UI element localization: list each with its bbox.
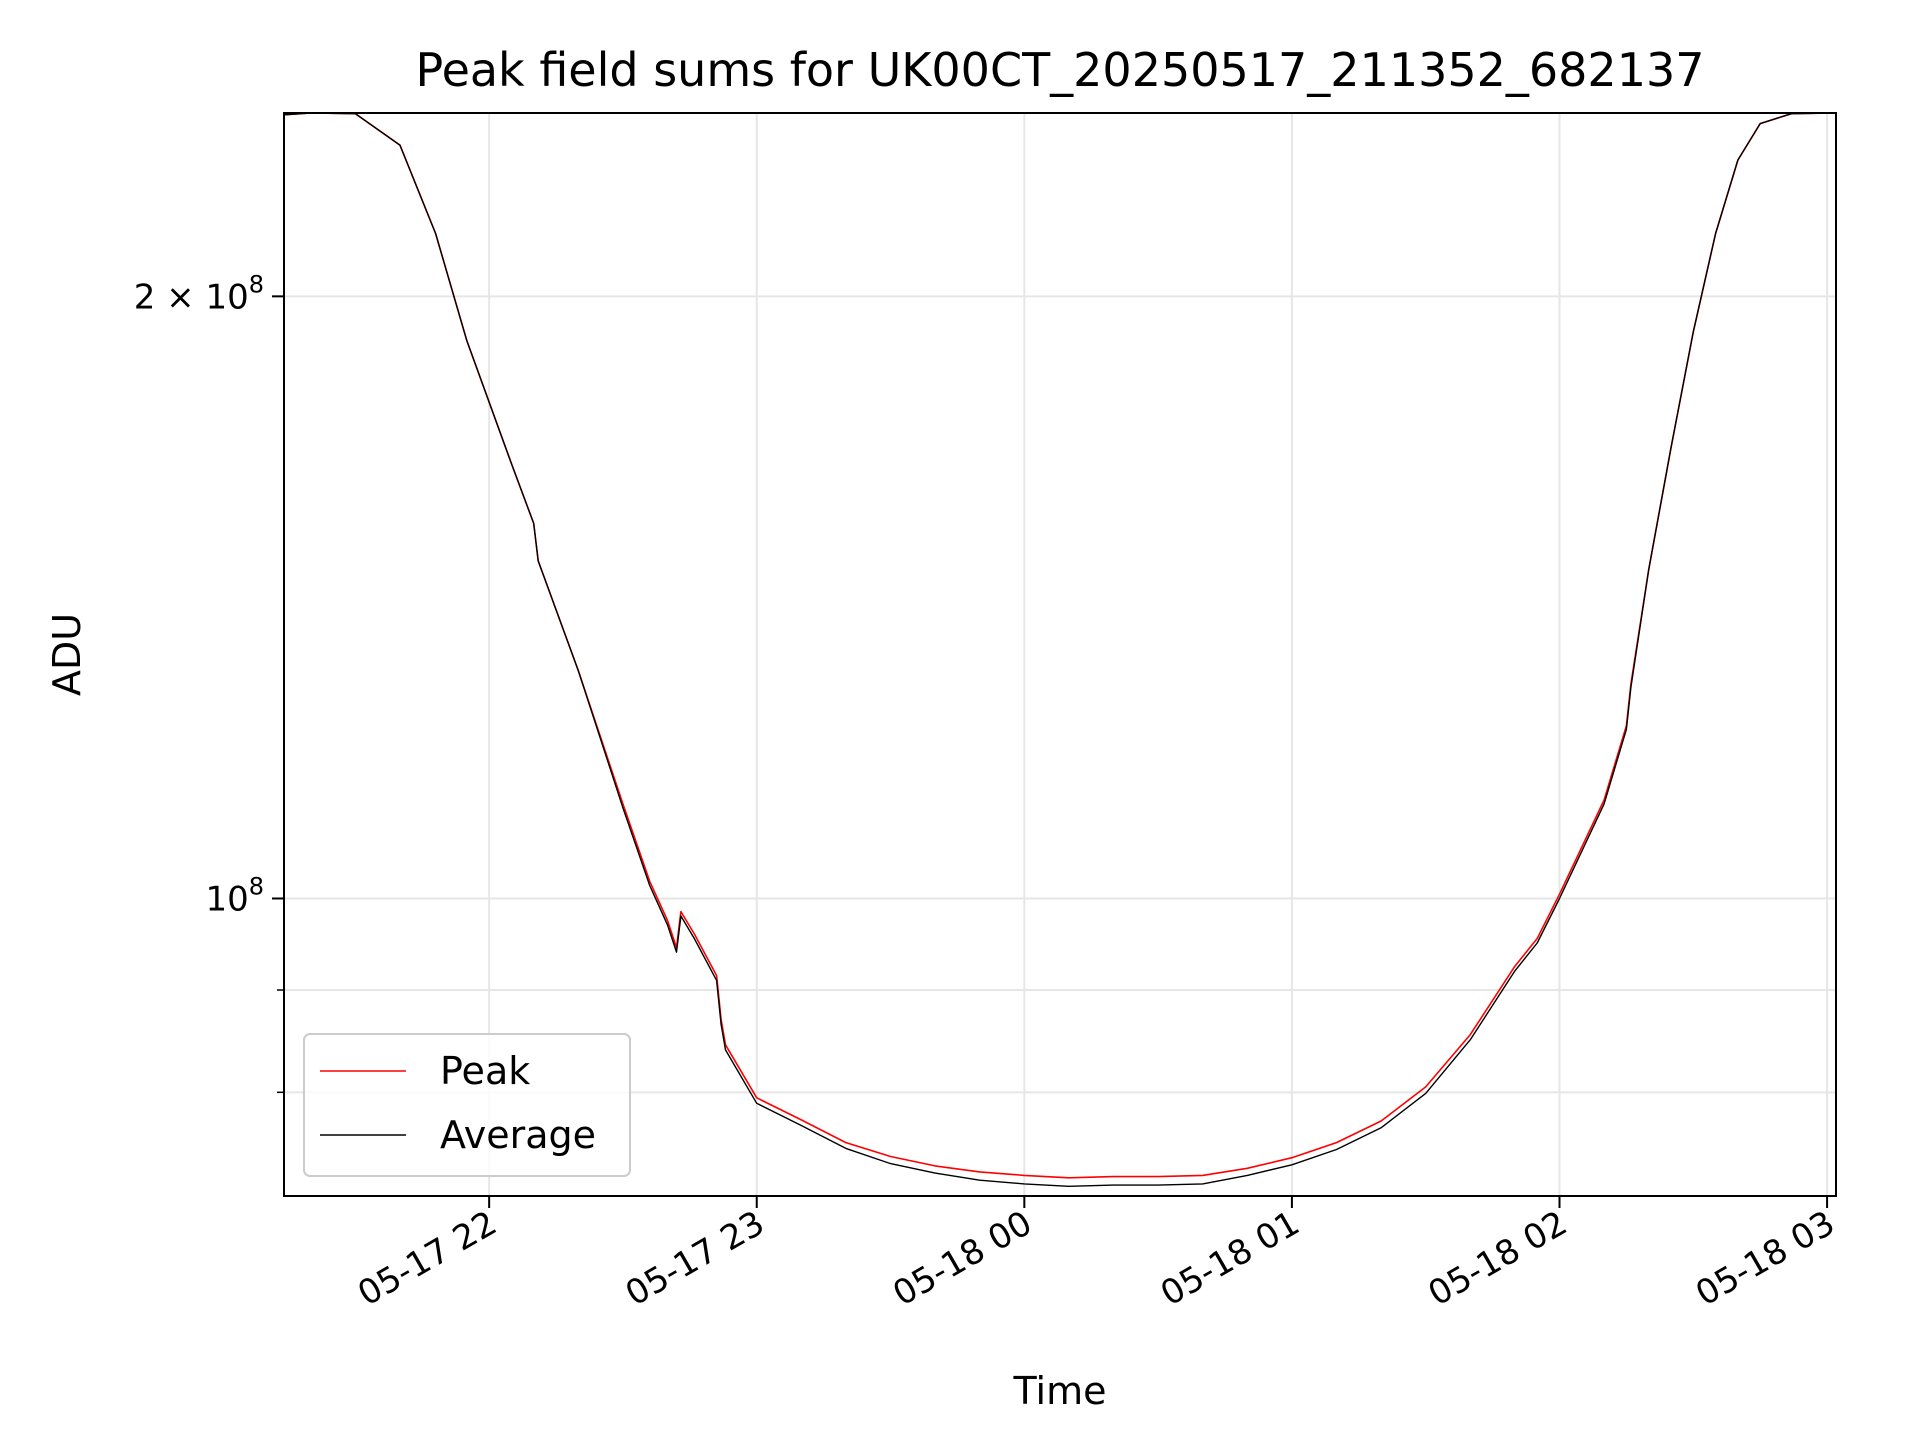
legend-box bbox=[303, 1033, 631, 1177]
y-tick-coefficient: 2 × bbox=[134, 277, 206, 317]
x-axis-label: Time bbox=[1013, 1369, 1107, 1413]
y-tick-base: 10 bbox=[205, 277, 248, 317]
y-tick-label: 2 × 108 bbox=[134, 270, 264, 317]
plot-frame bbox=[283, 112, 1837, 1197]
chart-title: Peak field sums for UK00CT_20250517_2113… bbox=[415, 43, 1704, 97]
series-line-average bbox=[283, 112, 1837, 1188]
y-tick-exponent: 8 bbox=[249, 872, 264, 900]
legend-label-average: Average bbox=[440, 1113, 596, 1157]
legend-label-peak: Peak bbox=[440, 1049, 530, 1093]
legend: Peak Average bbox=[303, 1033, 631, 1177]
grid bbox=[284, 113, 1836, 1196]
y-tick-label: 108 bbox=[205, 872, 264, 919]
y-axis-label: ADU bbox=[45, 613, 89, 696]
y-tick-base: 10 bbox=[205, 879, 248, 919]
series-lines bbox=[283, 112, 1837, 1188]
y-tick-exponent: 8 bbox=[249, 270, 264, 298]
